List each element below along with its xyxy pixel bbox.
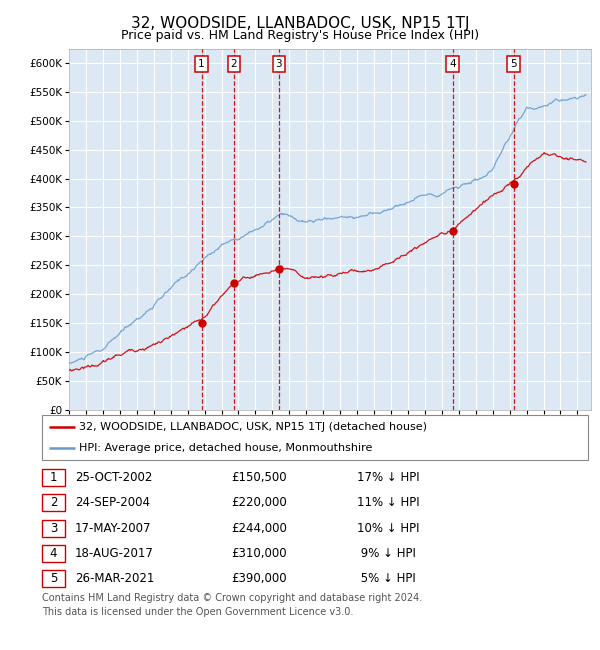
Text: £390,000: £390,000 — [231, 573, 287, 585]
Text: 3: 3 — [50, 521, 57, 534]
Text: Contains HM Land Registry data © Crown copyright and database right 2024.
This d: Contains HM Land Registry data © Crown c… — [42, 593, 422, 618]
Text: 4: 4 — [50, 547, 57, 560]
Text: 26-MAR-2021: 26-MAR-2021 — [75, 573, 154, 585]
Text: 4: 4 — [449, 59, 456, 69]
Text: £220,000: £220,000 — [231, 497, 287, 510]
Text: HPI: Average price, detached house, Monmouthshire: HPI: Average price, detached house, Monm… — [79, 443, 373, 452]
Text: 24-SEP-2004: 24-SEP-2004 — [75, 497, 150, 510]
Text: 17-MAY-2007: 17-MAY-2007 — [75, 521, 151, 534]
Text: 32, WOODSIDE, LLANBADOC, USK, NP15 1TJ: 32, WOODSIDE, LLANBADOC, USK, NP15 1TJ — [131, 16, 469, 31]
Text: 17% ↓ HPI: 17% ↓ HPI — [357, 471, 419, 484]
Text: £150,500: £150,500 — [231, 471, 287, 484]
Text: 2: 2 — [50, 497, 57, 510]
Text: 5% ↓ HPI: 5% ↓ HPI — [357, 573, 416, 585]
Text: 18-AUG-2017: 18-AUG-2017 — [75, 547, 154, 560]
Text: 9% ↓ HPI: 9% ↓ HPI — [357, 547, 416, 560]
Text: 5: 5 — [50, 573, 57, 585]
Text: £244,000: £244,000 — [231, 521, 287, 534]
Text: £310,000: £310,000 — [231, 547, 287, 560]
Text: 1: 1 — [50, 471, 57, 484]
Text: 2: 2 — [230, 59, 237, 69]
Text: 11% ↓ HPI: 11% ↓ HPI — [357, 497, 419, 510]
Text: 10% ↓ HPI: 10% ↓ HPI — [357, 521, 419, 534]
Text: 1: 1 — [198, 59, 205, 69]
Text: 32, WOODSIDE, LLANBADOC, USK, NP15 1TJ (detached house): 32, WOODSIDE, LLANBADOC, USK, NP15 1TJ (… — [79, 422, 427, 432]
Text: 25-OCT-2002: 25-OCT-2002 — [75, 471, 152, 484]
Text: Price paid vs. HM Land Registry's House Price Index (HPI): Price paid vs. HM Land Registry's House … — [121, 29, 479, 42]
Text: 5: 5 — [510, 59, 517, 69]
Text: 3: 3 — [275, 59, 282, 69]
